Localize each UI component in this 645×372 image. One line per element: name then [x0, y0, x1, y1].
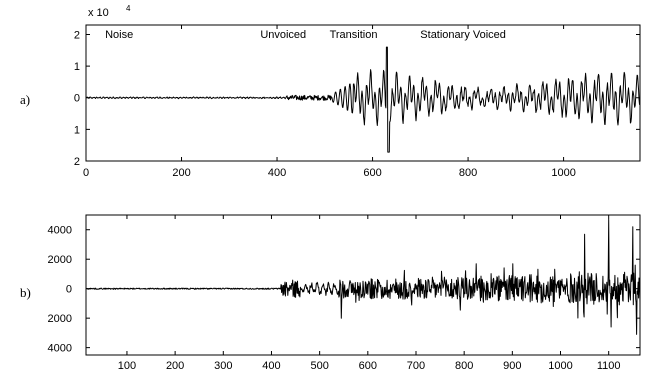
panel-a-y-tick-label: 1	[74, 61, 80, 73]
panel-a-scale-base: x 10	[88, 7, 109, 19]
panel-a-y-tick-label: 2	[74, 29, 80, 41]
panel-b-label: b)	[20, 285, 31, 300]
panel-a-y-tick-label: 1	[74, 124, 80, 136]
panel-a-y-tick-label: 2	[74, 156, 80, 168]
panel-b-signal-line	[85, 218, 641, 335]
panel-a-y-tick-label: 0	[74, 93, 80, 105]
panel-a-x-tick-label: 1000	[551, 167, 575, 179]
region-label: Stationary Voiced	[420, 29, 506, 41]
panel-b-y-tick-label: 4000	[48, 225, 72, 237]
panel-b-y-tick-label: 4000	[48, 343, 72, 355]
panel-b-x-tick-label: 500	[310, 360, 328, 372]
panel-b-x-tick-label: 100	[118, 360, 136, 372]
panel-b-x-axis: 100 200 300 400 500 600 700 800 900 1000 1100	[118, 215, 621, 372]
panel-a-x-tick-label: 200	[172, 167, 190, 179]
panel-b-x-tick-label: 600	[359, 360, 377, 372]
region-label: Transition	[330, 29, 378, 41]
panel-b-x-tick-label: 1000	[548, 360, 572, 372]
panel-b-x-tick-label: 400	[262, 360, 280, 372]
panel-a: 2 1 0 1 2 0 200 400 600 800 1000 x 10 4 a) Noise U…	[20, 4, 641, 179]
panel-a-region-labels: Noise Unvoiced Transition Stationary Voiced	[105, 29, 506, 41]
panel-a-x-tick-label: 600	[363, 167, 381, 179]
panel-a-x-tick-label: 400	[268, 167, 286, 179]
panel-a-scale-exponent: 4	[126, 4, 131, 13]
panel-a-x-tick-label: 0	[83, 167, 89, 179]
panel-b-x-tick-label: 700	[407, 360, 425, 372]
panel-a-signal-line	[86, 46, 641, 153]
panel-a-x-axis: 0 200 400 600 800 1000	[83, 25, 576, 179]
panel-b-y-tick-label: 0	[66, 284, 72, 296]
region-label: Unvoiced	[260, 29, 306, 41]
panel-b-y-tick-label: 2000	[48, 254, 72, 266]
panel-b-x-tick-label: 1100	[597, 360, 621, 372]
region-label: Noise	[105, 29, 133, 41]
panel-b-x-tick-label: 300	[214, 360, 232, 372]
panel-a-x-tick-label: 800	[459, 167, 477, 179]
panel-a-frame	[85, 24, 641, 162]
panel-b-y-tick-label: 2000	[48, 313, 72, 325]
panel-b-x-tick-label: 900	[503, 360, 521, 372]
panel-b-x-tick-label: 800	[455, 360, 473, 372]
panel-b-y-axis: 4000 2000 0 2000 4000	[48, 225, 640, 355]
panel-b-x-tick-label: 200	[166, 360, 184, 372]
panel-a-label: a)	[20, 92, 30, 107]
panel-a-y-axis: 2 1 0 1 2	[74, 29, 640, 168]
panel-b: 4000 2000 0 2000 4000 100 200 300 400 500 600 700 8…	[20, 214, 641, 372]
